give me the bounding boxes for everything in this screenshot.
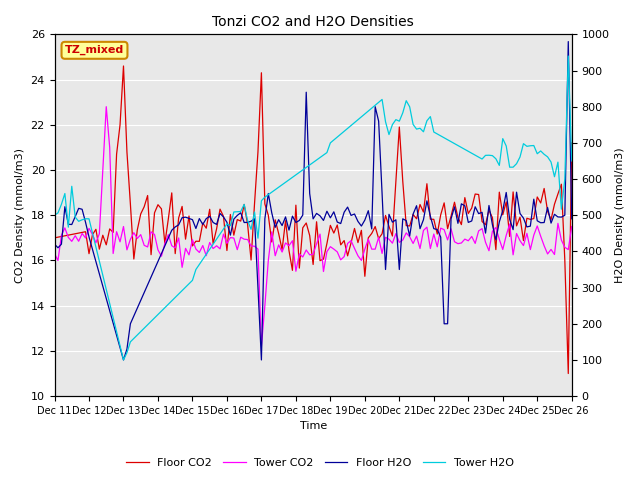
Tower H2O [237, 209, 244, 215]
Floor CO2 [237, 218, 244, 224]
Tower H2O [564, 53, 572, 59]
Line: Tower H2O: Tower H2O [54, 56, 572, 360]
Text: TZ_mixed: TZ_mixed [65, 45, 124, 56]
Tower H2O [306, 162, 314, 168]
Tower CO2 [568, 224, 575, 229]
Legend: Floor CO2, Tower CO2, Floor H2O, Tower H2O: Floor CO2, Tower CO2, Floor H2O, Tower H… [122, 453, 518, 472]
Tower CO2 [385, 236, 393, 242]
Tower CO2 [257, 344, 265, 349]
Tower CO2 [309, 252, 317, 257]
Tower H2O [416, 125, 424, 131]
Tower CO2 [420, 228, 428, 233]
Floor H2O [568, 216, 575, 222]
Tower H2O [368, 105, 376, 111]
Tower CO2 [237, 234, 244, 240]
Floor CO2 [416, 202, 424, 207]
Floor H2O [564, 39, 572, 45]
Floor CO2 [306, 233, 314, 239]
Floor H2O [237, 210, 244, 216]
Floor CO2 [368, 230, 376, 236]
Line: Floor H2O: Floor H2O [54, 42, 572, 360]
Tower CO2 [564, 247, 572, 252]
Floor CO2 [120, 63, 127, 69]
Tower H2O [561, 176, 569, 182]
X-axis label: Time: Time [300, 421, 327, 432]
Tower CO2 [102, 104, 110, 109]
Tower H2O [120, 357, 127, 363]
Tower H2O [51, 212, 58, 218]
Floor CO2 [564, 371, 572, 376]
Floor H2O [381, 266, 389, 272]
Tower CO2 [371, 246, 379, 252]
Floor CO2 [561, 258, 569, 264]
Floor H2O [120, 357, 127, 363]
Floor H2O [306, 191, 314, 196]
Y-axis label: H2O Density (mmol/m3): H2O Density (mmol/m3) [615, 147, 625, 283]
Floor CO2 [381, 213, 389, 218]
Y-axis label: CO2 Density (mmol/m3): CO2 Density (mmol/m3) [15, 148, 25, 283]
Floor H2O [561, 212, 569, 218]
Title: Tonzi CO2 and H2O Densities: Tonzi CO2 and H2O Densities [212, 15, 414, 29]
Floor H2O [51, 241, 58, 247]
Tower CO2 [51, 251, 58, 256]
Floor CO2 [568, 140, 575, 146]
Line: Tower CO2: Tower CO2 [54, 107, 572, 347]
Tower H2O [568, 158, 575, 164]
Floor H2O [416, 226, 424, 231]
Floor H2O [368, 226, 376, 232]
Tower H2O [381, 119, 389, 125]
Line: Floor CO2: Floor CO2 [54, 66, 572, 373]
Floor CO2 [51, 235, 58, 240]
